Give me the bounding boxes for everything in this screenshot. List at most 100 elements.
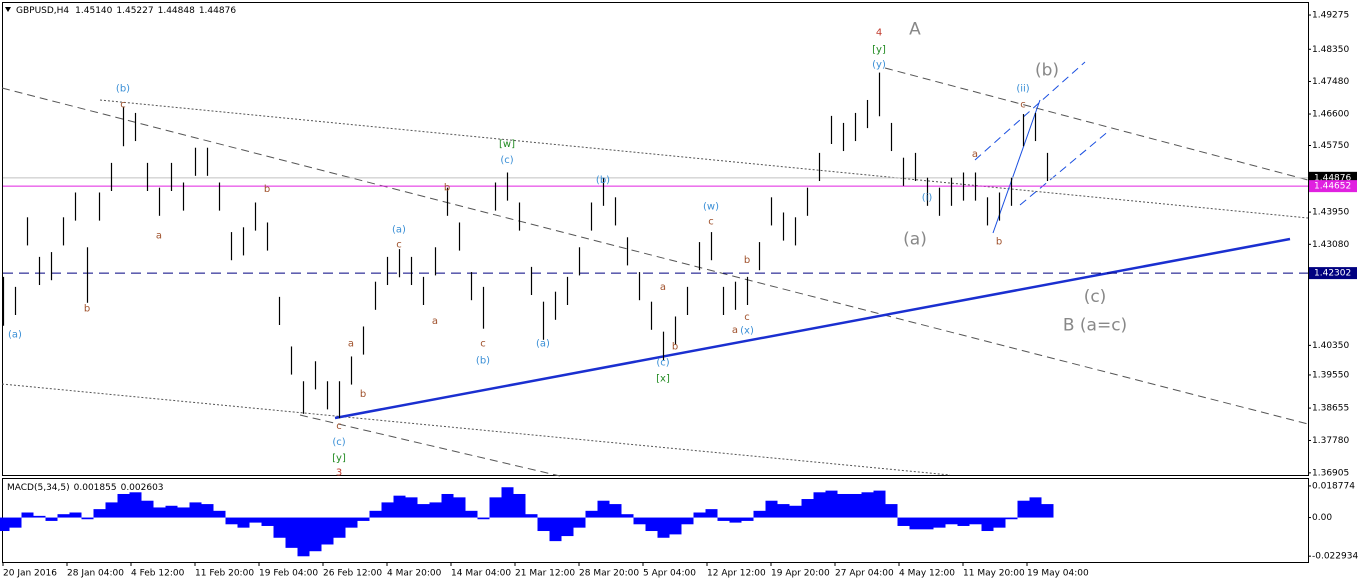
macd-bar (693, 512, 706, 518)
macd-bar (969, 517, 982, 525)
macd-bar (393, 495, 406, 518)
macd-bar (537, 517, 550, 532)
macd-bar (33, 515, 46, 518)
wave-label: (a) (392, 225, 406, 236)
macd-bar (285, 517, 298, 548)
channel-line (1019, 129, 1111, 206)
wave-label: b (360, 389, 366, 400)
macd-bar (513, 493, 526, 518)
wave-label: (b) (476, 356, 490, 367)
macd-bar (717, 517, 730, 521)
macd-bar (933, 517, 946, 528)
macd-bar (765, 500, 778, 518)
wave-label: b (744, 255, 750, 266)
x-tick-label: 14 Mar 04:00 (451, 569, 511, 579)
macd-bar (549, 517, 562, 542)
macd-bar (873, 490, 886, 518)
macd-bar (213, 510, 226, 518)
x-tick-label: 19 Feb 04:00 (259, 569, 318, 579)
wave-label: [w] (499, 139, 515, 150)
wave-label: a (732, 325, 738, 336)
macd-bar (525, 514, 538, 518)
macd-bar (753, 510, 766, 518)
macd-bar (1017, 500, 1030, 518)
collapse-icon (5, 7, 11, 12)
wave-label: b (264, 184, 270, 195)
wave-label: B (a=c) (1063, 316, 1127, 336)
macd-bar (489, 497, 502, 518)
wave-label: 3 (336, 468, 342, 479)
wave-label: (x) (740, 326, 754, 337)
macd-bar (801, 499, 814, 518)
dashed-line (1, 87, 1309, 425)
x-tick-label: 12 Apr 12:00 (707, 569, 766, 579)
channel-lines (974, 61, 1111, 234)
x-tick-label: 20 Jan 2016 (3, 569, 57, 579)
wave-label: a (972, 149, 978, 160)
macd-bar (333, 517, 346, 538)
macd-bar (141, 500, 154, 518)
price-frame (2, 2, 1309, 476)
wave-label: [y] (872, 45, 886, 56)
macd-bar (897, 517, 910, 526)
y-tick-label: 1.48350 (1312, 45, 1349, 55)
macd-title: MACD(5,34,5) 0.001855 0.002603 (7, 483, 164, 493)
macd-bar (645, 517, 658, 532)
wave-label: (c) (656, 357, 669, 368)
macd-bar (657, 517, 670, 538)
x-tick-label: 11 Feb 20:00 (195, 569, 254, 579)
wave-label: (a) (536, 339, 550, 350)
y-tick-label: 1.36905 (1312, 468, 1349, 478)
wave-label: (a) (8, 330, 22, 341)
ohlc-value: 1.45227 (116, 6, 153, 16)
level-label: 1.42302 (1314, 269, 1351, 279)
channel-line (992, 99, 1041, 234)
macd-readout: 0.002603 (121, 483, 164, 493)
macd-bar (45, 517, 58, 521)
x-tick-label: 21 Mar 12:00 (515, 569, 575, 579)
macd-bar (129, 492, 142, 518)
macd-bar (369, 510, 382, 518)
wave-label: b (84, 304, 90, 315)
x-tick-label: 27 Apr 04:00 (835, 569, 894, 579)
macd-bar (825, 490, 838, 518)
macd-bar (417, 504, 430, 518)
macd-bar (441, 493, 454, 518)
y-tick-label: -0.022934 (1312, 552, 1358, 562)
macd-bar (357, 517, 370, 521)
y-tick-label: 1.47480 (1312, 77, 1349, 87)
wave-label: (b) (596, 175, 610, 186)
wave-label: (a) (903, 230, 927, 250)
x-tick-label: 4 Feb 12:00 (131, 569, 185, 579)
wave-label: [x] (656, 373, 670, 384)
y-tick-label: 0.018774 (1312, 481, 1355, 491)
macd-bar (57, 514, 70, 518)
wave-label: (b) (116, 83, 130, 94)
wave-label: c (480, 339, 486, 350)
wave-label: 4 (876, 28, 882, 39)
macd-bar (609, 504, 622, 518)
symbol: GBPUSD,H4 (16, 6, 69, 16)
macd-bar (501, 487, 514, 518)
wave-label: (c) (500, 155, 513, 166)
macd-bar (21, 512, 34, 518)
wave-label: b (996, 236, 1002, 247)
y-tick-label: 1.38655 (1312, 404, 1349, 414)
level-box (1309, 180, 1357, 193)
macd-bar (0, 517, 10, 532)
level-label: 1.44652 (1314, 182, 1351, 192)
macd-bar (225, 517, 238, 525)
wave-label: a (432, 316, 438, 327)
dashed-line (299, 414, 561, 477)
macd-bar (345, 517, 358, 528)
macd-name: MACD(5,34,5) (7, 483, 70, 493)
wave-label: (c) (1084, 287, 1107, 307)
wave-label: b (672, 341, 678, 352)
macd-bar (177, 507, 190, 518)
y-tick-label: 1.46600 (1312, 110, 1349, 120)
level-box (1309, 267, 1357, 280)
support-trendline (334, 237, 1291, 420)
macd-bar (321, 517, 334, 545)
macd-bar (573, 517, 586, 528)
macd-bar (789, 505, 802, 518)
